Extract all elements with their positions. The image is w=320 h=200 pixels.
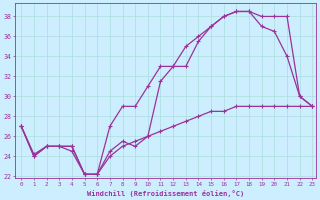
X-axis label: Windchill (Refroidissement éolien,°C): Windchill (Refroidissement éolien,°C) [87, 190, 244, 197]
